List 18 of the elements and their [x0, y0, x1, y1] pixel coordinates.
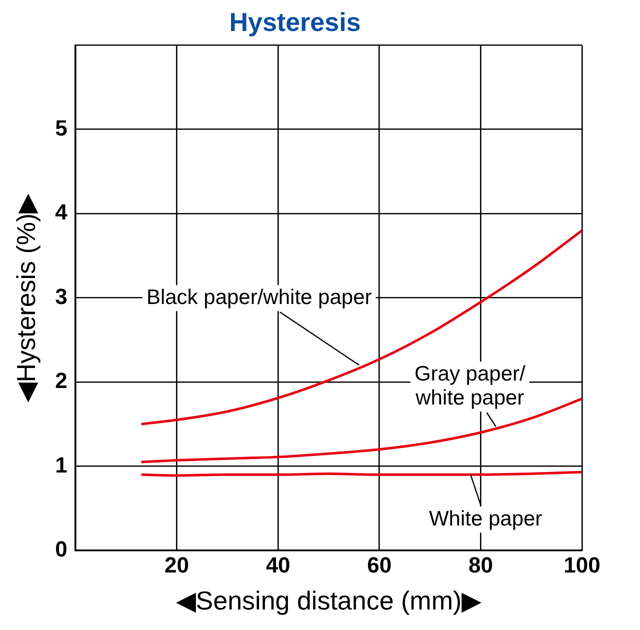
x-tick-label: 40 — [266, 552, 290, 578]
annotation: Gray paper/ white paper — [414, 362, 526, 410]
y-tick-label: 0 — [55, 536, 68, 562]
annotation: Black paper/white paper — [146, 286, 372, 309]
y-tick-label: 5 — [55, 115, 68, 140]
annotation: White paper — [428, 507, 542, 530]
x-tick-label: 60 — [367, 552, 392, 578]
y-tick-label: 2 — [55, 368, 68, 394]
x-tick-label: 80 — [468, 552, 493, 578]
x-tick-label: 100 — [564, 552, 600, 578]
x-tick-label: 20 — [164, 552, 189, 578]
y-tick-label: 1 — [55, 452, 68, 478]
y-axis-title: ◀Hysteresis (%)▶ — [10, 193, 41, 402]
x-axis-title: ◀Sensing distance (mm)▶ — [176, 586, 482, 616]
y-tick-label: 4 — [55, 200, 68, 225]
y-tick-label: 3 — [55, 284, 68, 309]
line-series — [140, 229, 582, 426]
chart-title: Hysteresis — [229, 6, 361, 37]
